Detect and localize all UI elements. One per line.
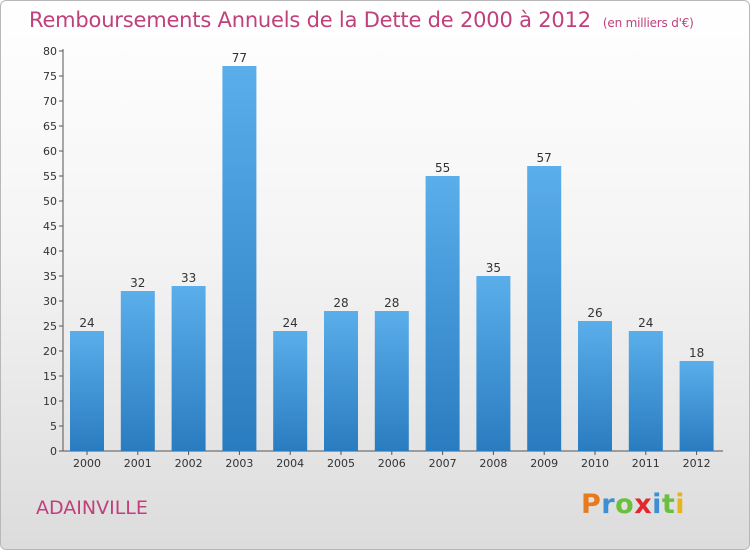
- y-tick-label: 35: [43, 270, 57, 283]
- bar-2005: [324, 311, 358, 451]
- bar-2009: [527, 166, 562, 451]
- value-label-2004: 24: [283, 316, 298, 330]
- value-label-2009: 57: [537, 151, 552, 165]
- title-text: Remboursements Annuels de la Dette de 20…: [29, 8, 591, 32]
- logo-letter: x: [634, 489, 653, 520]
- value-label-2001: 32: [130, 276, 145, 290]
- bar-2007: [425, 176, 460, 451]
- value-label-2005: 28: [333, 296, 348, 310]
- chart-title: Remboursements Annuels de la Dette de 20…: [29, 8, 694, 32]
- value-label-2007: 55: [435, 161, 450, 175]
- x-tick-label: 2009: [530, 457, 558, 470]
- y-tick-label: 60: [43, 145, 57, 158]
- value-label-2003: 77: [232, 51, 247, 65]
- x-tick-label: 2002: [175, 457, 203, 470]
- x-tick-label: 2001: [124, 457, 152, 470]
- bar-2006: [374, 311, 409, 451]
- bar-2010: [578, 321, 612, 451]
- bar-2001: [120, 291, 155, 451]
- y-tick-label: 40: [43, 245, 57, 258]
- y-tick-label: 30: [43, 295, 57, 308]
- y-tick-label: 15: [43, 370, 57, 383]
- value-label-2010: 26: [587, 306, 602, 320]
- logo-letter: t: [661, 489, 676, 520]
- y-tick-label: 25: [43, 320, 57, 333]
- value-labels: 24 32 33 77 24 28 28 55 35 57 26 24 18: [79, 51, 704, 360]
- y-tick-label: 65: [43, 120, 57, 133]
- bar-2012: [679, 361, 714, 451]
- x-tick-label: 2008: [479, 457, 507, 470]
- commune-name: ADAINVILLE: [36, 497, 148, 519]
- y-tick-label: 75: [43, 70, 57, 83]
- y-tick-label: 5: [50, 420, 57, 433]
- y-tick-label: 45: [43, 220, 57, 233]
- y-tick-label: 20: [43, 345, 57, 358]
- y-tick-label: 10: [43, 395, 57, 408]
- bar-2003: [222, 66, 257, 451]
- x-tick-label: 2003: [225, 457, 253, 470]
- value-label-2012: 18: [689, 346, 704, 360]
- logo-letter: r: [601, 489, 616, 520]
- y-tick-label: 50: [43, 195, 57, 208]
- logo-letter: i: [652, 489, 662, 520]
- logo-letter: P: [581, 489, 602, 520]
- x-tick-label: 2007: [429, 457, 457, 470]
- bar-2008: [476, 276, 511, 451]
- logo-letter: i: [675, 489, 686, 520]
- bar-2000: [70, 331, 104, 451]
- y-tick-label: 55: [43, 170, 57, 183]
- x-tick-label: 2006: [378, 457, 406, 470]
- x-tick-label: 2004: [276, 457, 304, 470]
- value-label-2006: 28: [384, 296, 399, 310]
- x-tick-label: 2011: [632, 457, 660, 470]
- bars: [70, 66, 714, 451]
- x-tick-label: 2000: [73, 457, 101, 470]
- value-label-2008: 35: [486, 261, 501, 275]
- x-tick-label: 2010: [581, 457, 609, 470]
- value-label-2002: 33: [181, 271, 196, 285]
- axes: 0 5 10 15 20 25 30 35 40 45 50 55 60 65 70 75 80 2000 2001…: [43, 45, 723, 470]
- bar-2002: [171, 286, 206, 451]
- bar-2011: [628, 331, 663, 451]
- y-tick-label: 70: [43, 95, 57, 108]
- title-unit: (en milliers d'€): [602, 16, 694, 30]
- x-tick-label: 2005: [327, 457, 355, 470]
- y-tick-label: 0: [50, 445, 57, 458]
- proxiti-logo: Proxiti: [581, 489, 685, 520]
- bar-2004: [273, 331, 308, 451]
- x-tick-label: 2012: [683, 457, 711, 470]
- value-label-2000: 24: [79, 316, 94, 330]
- y-tick-label: 80: [43, 45, 57, 58]
- logo-letter: o: [615, 489, 635, 520]
- value-label-2011: 24: [638, 316, 653, 330]
